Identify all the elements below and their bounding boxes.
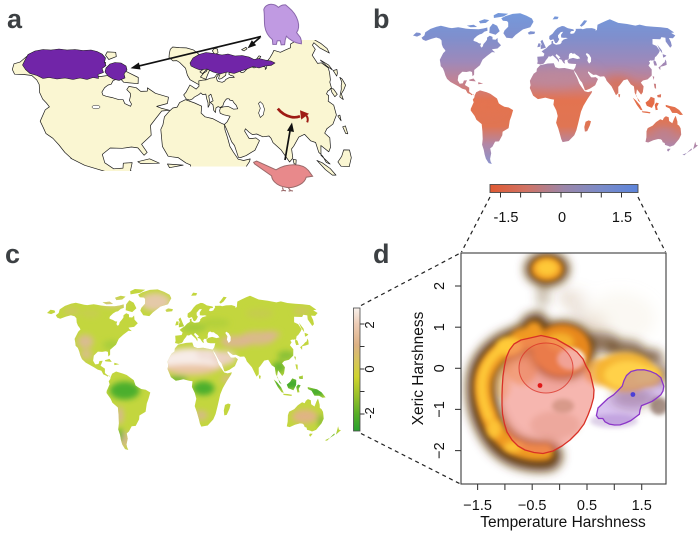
svg-text:-2: -2 [362,407,377,419]
svg-text:c: c [5,239,20,269]
svg-text:d: d [373,239,390,269]
svg-text:2: 2 [432,282,448,290]
svg-text:0: 0 [558,210,566,226]
svg-text:1: 1 [432,323,448,331]
svg-text:a: a [7,4,23,34]
svg-text:1.5: 1.5 [632,498,652,514]
svg-text:−2: −2 [432,442,448,459]
svg-text:-1.5: -1.5 [494,210,519,226]
svg-text:0: 0 [362,365,377,372]
svg-text:0.5: 0.5 [577,498,597,514]
svg-text:1.5: 1.5 [612,210,632,226]
svg-text:b: b [373,4,390,34]
svg-text:−1.5: −1.5 [463,498,492,514]
svg-text:Temperature Harshness: Temperature Harshness [480,514,646,531]
svg-text:−0.5: −0.5 [518,498,547,514]
svg-text:2: 2 [362,321,377,328]
svg-text:0: 0 [432,364,448,372]
svg-text:−1: −1 [432,401,448,418]
svg-text:Xeric Harshness: Xeric Harshness [410,311,427,425]
